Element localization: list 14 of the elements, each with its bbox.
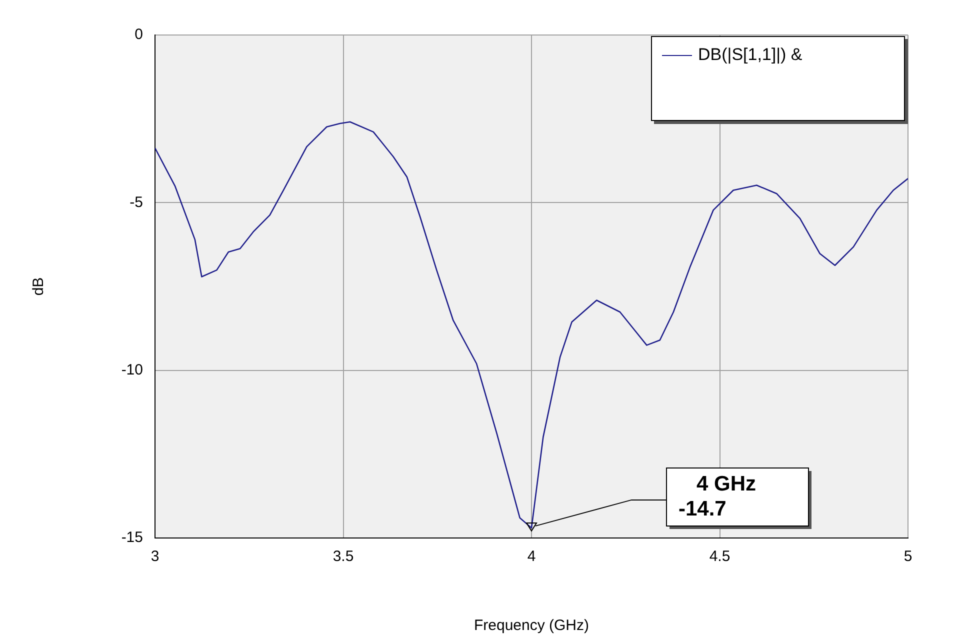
annotation: 4 GHz -14.7 [678,472,756,521]
x-tick-label: 4 [527,548,536,566]
x-axis-title: Frequency (GHz) [474,617,590,634]
y-tick-label: -15 [121,529,143,546]
y-axis-title: dB [30,277,48,296]
x-tick-label: 4.5 [709,548,730,566]
x-tick-label: 3 [150,548,160,566]
x-tick-label: 5 [904,548,912,566]
x-tick-label: 3.5 [332,548,354,566]
legend-label: DB(|S[1,1]|) & [698,45,802,65]
legend-box: DB(|S[1,1]|) & [651,36,905,121]
y-tick-label: 0 [134,26,143,44]
y-tick-label: -5 [130,194,143,211]
y-tick-label: -10 [121,361,143,378]
